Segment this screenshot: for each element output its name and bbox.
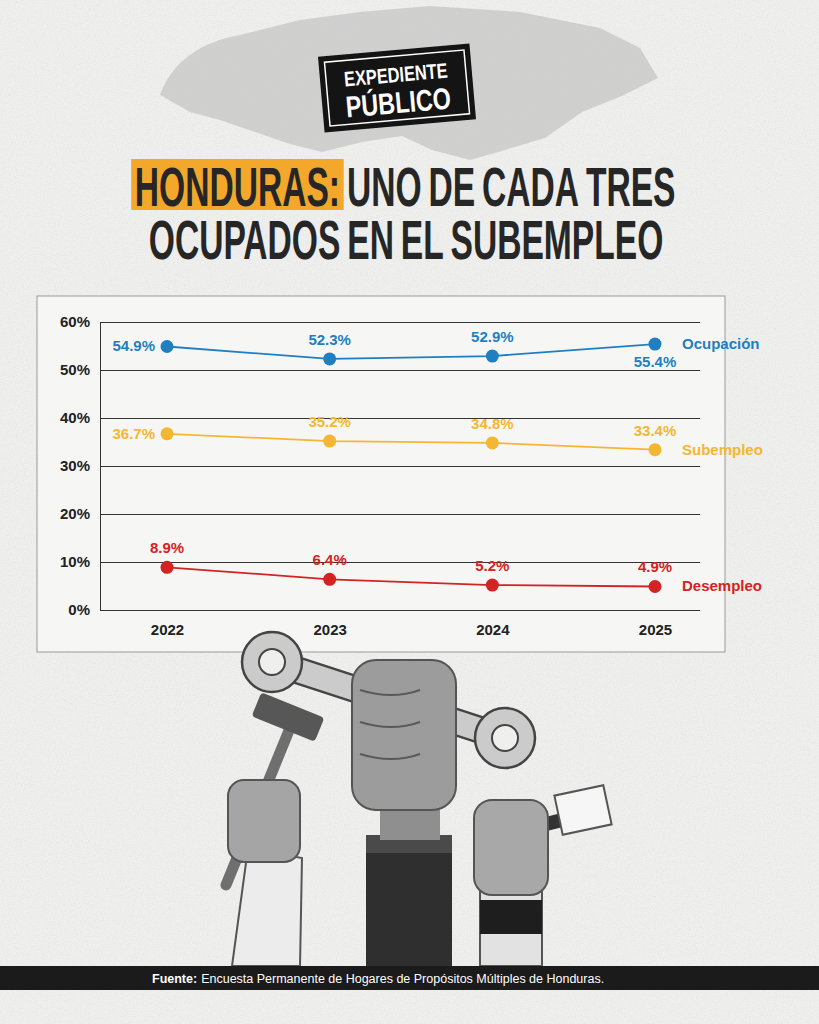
data-label: 36.7% [112,425,155,442]
x-tick: 2024 [476,621,510,638]
series-marker [649,580,662,593]
data-label: 5.2% [475,557,509,574]
y-tick: 20% [60,505,700,522]
grid-line [100,562,700,563]
series-marker [161,340,174,353]
x-tick: 2023 [313,621,346,638]
series-marker [323,435,336,448]
y-tick: 60% [60,313,700,330]
wrench-head [242,632,302,692]
y-tick: 50% [60,361,700,378]
grid-line [100,610,700,611]
data-label: 55.4% [634,353,677,370]
series-name: Ocupación [682,335,760,352]
y-tick-label: 0% [68,601,90,618]
y-tick: 0% [68,601,700,618]
series-marker [486,579,499,592]
wrench-hole [492,725,518,751]
data-label: 33.4% [634,422,677,439]
series-marker [323,352,336,365]
series-marker [161,427,174,440]
y-tick-label: 10% [60,553,90,570]
logo-border [324,50,469,126]
title-word: SUBEMPLEO [451,208,664,271]
grid-line [100,466,700,467]
y-tick-label: 30% [60,457,90,474]
data-label: 8.9% [150,539,184,556]
logo-box [318,44,476,133]
finger-line [360,722,420,727]
data-label: 34.8% [471,415,514,432]
series-marker [486,436,499,449]
series-marker [649,443,662,456]
data-label: 6.4% [313,551,347,568]
left-fist [228,780,300,862]
y-tick-label: 40% [60,409,90,426]
labels: 54.9% 52.3% 52.9% 55.4% Ocupación 36.7% 35.2% 3… [112,328,762,594]
series-marker [649,338,662,351]
data-label: 52.3% [308,331,351,348]
data-label: 52.9% [471,328,514,345]
finger-line [360,754,420,759]
series-marker [486,350,499,363]
logo: EXPEDIENTEPÚBLICO [318,44,476,133]
x-axis: 2022 2023 2024 2025 [151,611,672,638]
grid-line [100,514,700,515]
series-marker [323,573,336,586]
brush-head [554,785,611,835]
series-line [167,567,655,586]
grid-line [100,370,700,371]
center-sleeve [366,835,452,966]
data-label: 54.9% [112,337,155,354]
data-label: 35.2% [308,413,351,430]
right-wristband [480,900,542,934]
grid-line [100,418,700,419]
y-axis: 0% 10% 20% 30% 40% 50% 60% [60,313,700,618]
series-marker [161,561,174,574]
background [0,0,819,1024]
center-fist [352,660,456,810]
title-word: OCUPADOS [149,208,341,271]
title-word: EN [347,208,394,271]
series-line [167,434,655,450]
y-tick: 30% [60,457,700,474]
title-word: EL [401,208,444,271]
plot-frame [37,296,725,652]
grid-line [100,322,700,323]
y-tick: 40% [60,409,700,426]
x-tick-label: 2023 [313,621,346,638]
series-line [167,344,655,359]
left-sleeve [232,848,302,966]
right-sleeve [480,890,542,966]
x-axis-line [168,610,656,611]
right-fist [474,800,548,895]
page: EXPEDIENTEPÚBLICO HONDURAS:UNODECADATRESO… [0,0,819,1024]
illustration [226,632,612,966]
finger-line [360,690,420,695]
series-name: Subempleo [682,441,763,458]
wrench-head [475,708,535,768]
x-tick: 2022 [151,621,184,638]
x-tick: 2025 [639,621,672,638]
x-tick-label: 2024 [476,621,510,638]
series-name: Desempleo [682,577,762,594]
source: Fuente: Encuesta Permanente de Hogares de… [152,972,604,986]
wrench-hole [259,649,285,675]
map-silhouette [160,6,658,160]
source-text: Encuesta Permanente de Hogares de Propós… [201,972,604,986]
logo-text: PÚBLICO [344,81,452,125]
source-label: Fuente: [152,972,197,986]
hammer-head [252,692,325,742]
x-tick-label: 2022 [151,621,184,638]
y-tick-label: 20% [60,505,90,522]
y-tick-label: 50% [60,361,90,378]
x-tick-label: 2025 [639,621,672,638]
y-tick-label: 60% [60,313,90,330]
source-bar [0,966,819,990]
data-label: 4.9% [638,558,672,575]
plot-marks [161,338,662,593]
paper-texture [0,0,819,1024]
title: HONDURAS:UNODECADATRESOCUPADOSENELSUBEMP… [131,155,675,271]
